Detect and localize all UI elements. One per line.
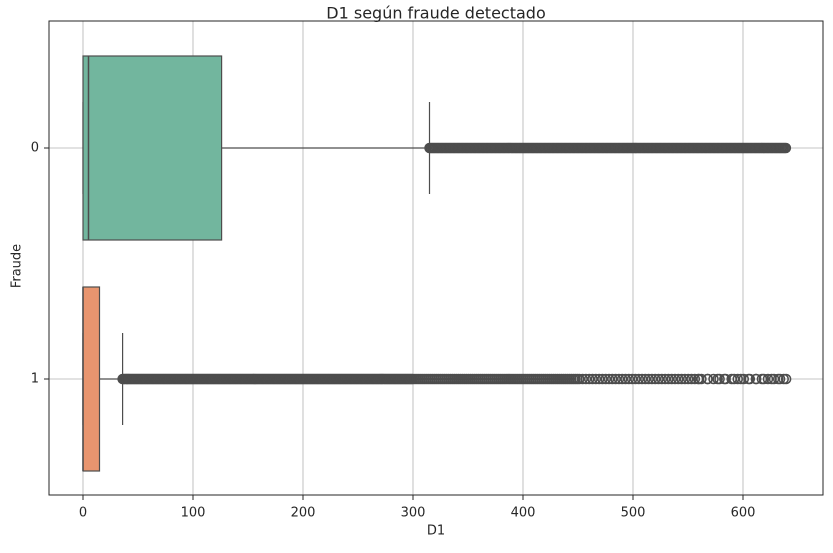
tick-layer: 0 100 200 300 400 500 600 0 1 — [31, 141, 756, 521]
outlier-point — [610, 373, 621, 385]
outlier-point — [653, 373, 664, 385]
outlier-point — [772, 373, 784, 385]
x-tick-label: 600 — [731, 506, 756, 521]
outlier-point — [583, 373, 595, 385]
outlier-point — [636, 373, 648, 385]
outlier-point — [597, 373, 608, 385]
outliers-0 — [424, 142, 792, 154]
outlier-point — [673, 373, 684, 385]
x-axis-label: D1 — [427, 524, 445, 539]
outlier-point — [659, 373, 671, 385]
outlier-point — [640, 373, 651, 385]
outlier-point — [623, 373, 635, 385]
outliers-1 — [117, 373, 792, 385]
outlier-point — [633, 373, 644, 385]
outlier-point — [590, 373, 602, 385]
box-group-0 — [82, 55, 792, 241]
outlier-point — [616, 373, 628, 385]
x-tick-label: 500 — [621, 506, 646, 521]
box-group-1 — [82, 286, 792, 472]
outlier-point — [712, 373, 723, 385]
outlier-point — [587, 373, 598, 385]
outlier-point — [686, 373, 697, 385]
outlier-point — [630, 373, 641, 385]
outlier-point — [643, 373, 654, 385]
outlier-point — [689, 373, 701, 385]
outlier-point — [702, 373, 714, 385]
outlier-point — [732, 373, 743, 385]
box-0 — [82, 55, 223, 241]
outlier-point — [766, 373, 777, 385]
outlier-point — [778, 373, 789, 385]
y-tick-label: 1 — [31, 372, 39, 387]
outlier-point — [577, 373, 588, 385]
x-tick-label: 100 — [181, 506, 206, 521]
outlier-point — [743, 373, 754, 385]
outlier-point — [607, 373, 618, 385]
box-layer — [82, 55, 792, 472]
outlier-point — [676, 373, 687, 385]
outlier-point — [669, 373, 681, 385]
outlier-point — [719, 373, 730, 385]
outlier-point — [593, 373, 605, 385]
outlier-point — [613, 373, 625, 385]
outlier-point — [682, 373, 694, 385]
outlier-point — [758, 373, 770, 385]
outlier-point — [735, 373, 747, 385]
x-tick-label: 300 — [401, 506, 426, 521]
outlier-point — [762, 373, 774, 385]
outlier-point — [656, 373, 668, 385]
chart-title: D1 según fraude detectado — [326, 4, 545, 23]
outlier-point — [600, 373, 611, 385]
outlier-point — [580, 373, 592, 385]
x-tick-label: 200 — [291, 506, 316, 521]
y-axis-label: Fraude — [10, 244, 25, 288]
plot-frame — [48, 20, 824, 496]
x-tick-label: 0 — [79, 506, 87, 521]
outlier-point — [626, 373, 638, 385]
outlier-point — [646, 373, 658, 385]
box-1 — [82, 286, 101, 472]
outlier-point — [620, 373, 631, 385]
outlier-point — [708, 373, 719, 385]
outlier-point — [603, 373, 615, 385]
outlier-point — [728, 373, 740, 385]
outlier-point — [574, 373, 585, 385]
outlier-point — [666, 373, 677, 385]
y-tick-label: 0 — [31, 141, 39, 156]
outlier-point — [679, 373, 691, 385]
outlier-point — [663, 373, 674, 385]
outlier-point — [750, 373, 762, 385]
x-tick-label: 400 — [511, 506, 536, 521]
outlier-point — [649, 373, 661, 385]
outlier-point — [780, 142, 792, 154]
